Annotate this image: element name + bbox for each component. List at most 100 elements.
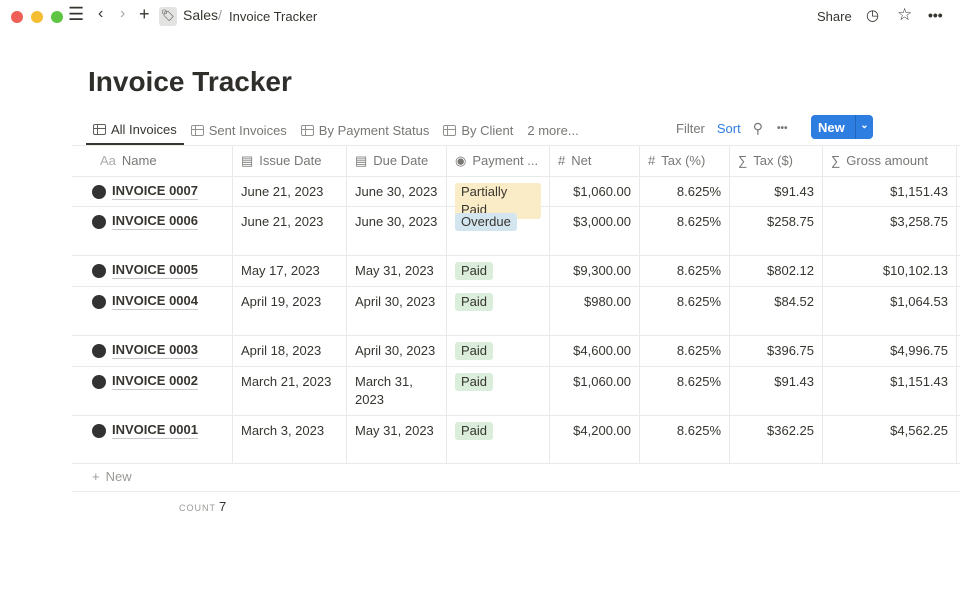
column-header-issue-date[interactable]: ▤ Issue Date	[233, 146, 347, 176]
add-icon[interactable]: +	[139, 4, 150, 24]
forward-icon[interactable]: ›	[120, 5, 126, 22]
tax-percent-cell[interactable]: 8.625%	[640, 367, 730, 415]
name-cell[interactable]: INVOICE 0004	[72, 287, 233, 335]
maximize-window-button[interactable]	[51, 11, 63, 23]
table-row[interactable]: INVOICE 0001 March 3, 2023 May 31, 2023 …	[72, 416, 960, 464]
sort-button[interactable]: Sort	[716, 120, 741, 136]
tax-percent-cell[interactable]: 8.625%	[640, 416, 730, 463]
tax-percent-cell[interactable]: 8.625%	[640, 256, 730, 286]
table-row[interactable]: INVOICE 0002 March 21, 2023 March 31, 20…	[72, 367, 960, 416]
search-icon[interactable]: ⚲	[752, 119, 763, 136]
add-row-button[interactable]: + New	[72, 462, 960, 492]
tax-amount-cell[interactable]: $802.12	[730, 256, 823, 286]
net-cell[interactable]: $9,300.00	[550, 256, 640, 286]
tax-percent-cell[interactable]: 8.625%	[640, 336, 730, 366]
issue-date-cell[interactable]: May 17, 2023	[233, 256, 347, 286]
gross-amount-cell[interactable]: $1,064.53	[823, 287, 957, 335]
back-icon[interactable]: ‹	[98, 5, 104, 22]
more-tabs-button[interactable]: 2 more...	[527, 123, 579, 138]
net-cell[interactable]: $1,060.00	[550, 177, 640, 206]
invoice-name-link[interactable]: INVOICE 0003	[112, 342, 198, 359]
column-header-tax-percent[interactable]: # Tax (%)	[640, 146, 730, 176]
issue-date-cell[interactable]: April 18, 2023	[233, 336, 347, 366]
column-header-payment[interactable]: ◉ Payment ...	[447, 146, 550, 176]
issue-date-cell[interactable]: June 21, 2023	[233, 207, 347, 255]
payment-status-cell[interactable]: Paid	[447, 336, 550, 366]
gross-amount-cell[interactable]: $4,996.75	[823, 336, 957, 366]
column-header-gross[interactable]: ∑ Gross amount	[823, 146, 957, 176]
net-cell[interactable]: $3,000.00	[550, 207, 640, 255]
tab-sent-invoices[interactable]: Sent Invoices	[184, 116, 294, 145]
gross-amount-cell[interactable]: $10,102.13	[823, 256, 957, 286]
tab-all-invoices[interactable]: All Invoices	[86, 116, 184, 145]
due-date-cell[interactable]: May 31, 2023	[347, 256, 447, 286]
table-row[interactable]: INVOICE 0003 April 18, 2023 April 30, 20…	[72, 336, 960, 367]
column-header-name[interactable]: Aa Name	[72, 146, 233, 176]
gross-amount-cell[interactable]: $4,562.25	[823, 416, 957, 463]
net-cell[interactable]: $4,200.00	[550, 416, 640, 463]
table-row[interactable]: INVOICE 0004 April 19, 2023 April 30, 20…	[72, 287, 960, 336]
column-header-due-date[interactable]: ▤ Due Date	[347, 146, 447, 176]
tax-amount-cell[interactable]: $258.75	[730, 207, 823, 255]
invoice-name-link[interactable]: INVOICE 0004	[112, 293, 198, 310]
tab-by-client[interactable]: By Client	[436, 116, 520, 145]
minimize-window-button[interactable]	[31, 11, 43, 23]
name-cell[interactable]: INVOICE 0006	[72, 207, 233, 255]
due-date-cell[interactable]: April 30, 2023	[347, 336, 447, 366]
more-icon[interactable]: •••	[928, 7, 943, 23]
name-cell[interactable]: INVOICE 0005	[72, 256, 233, 286]
name-cell[interactable]: INVOICE 0003	[72, 336, 233, 366]
issue-date-cell[interactable]: March 3, 2023	[233, 416, 347, 463]
column-header-net[interactable]: # Net	[550, 146, 640, 176]
invoice-name-link[interactable]: INVOICE 0007	[112, 183, 198, 200]
tab-by-payment-status[interactable]: By Payment Status	[294, 116, 437, 145]
payment-status-cell[interactable]: Paid	[447, 367, 550, 415]
invoice-name-link[interactable]: INVOICE 0001	[112, 422, 198, 439]
tax-amount-cell[interactable]: $91.43	[730, 177, 823, 206]
tax-percent-cell[interactable]: 8.625%	[640, 287, 730, 335]
column-header-tax-amount[interactable]: ∑ Tax ($)	[730, 146, 823, 176]
close-window-button[interactable]	[11, 11, 23, 23]
due-date-cell[interactable]: June 30, 2023	[347, 207, 447, 255]
tax-percent-cell[interactable]: 8.625%	[640, 207, 730, 255]
invoice-name-link[interactable]: INVOICE 0005	[112, 262, 198, 279]
issue-date-cell[interactable]: June 21, 2023	[233, 177, 347, 206]
table-row[interactable]: INVOICE 0006 June 21, 2023 June 30, 2023…	[72, 207, 960, 256]
gross-amount-cell[interactable]: $1,151.43	[823, 367, 957, 415]
due-date-cell[interactable]: March 31, 2023	[347, 367, 447, 415]
invoice-name-link[interactable]: INVOICE 0006	[112, 213, 198, 230]
table-row[interactable]: INVOICE 0005 May 17, 2023 May 31, 2023 P…	[72, 256, 960, 287]
tax-amount-cell[interactable]: $84.52	[730, 287, 823, 335]
menu-icon[interactable]: ☰	[68, 4, 85, 24]
table-row[interactable]: INVOICE 0007 June 21, 2023 June 30, 2023…	[72, 177, 960, 219]
breadcrumb-parent[interactable]: Sales	[183, 7, 219, 23]
tax-amount-cell[interactable]: $91.43	[730, 367, 823, 415]
payment-status-cell[interactable]: Paid	[447, 416, 550, 463]
breadcrumb-current[interactable]: Invoice Tracker	[229, 9, 318, 24]
invoice-name-link[interactable]: INVOICE 0002	[112, 373, 198, 390]
due-date-cell[interactable]: May 31, 2023	[347, 416, 447, 463]
issue-date-cell[interactable]: March 21, 2023	[233, 367, 347, 415]
net-cell[interactable]: $4,600.00	[550, 336, 640, 366]
gross-amount-cell[interactable]: $3,258.75	[823, 207, 957, 255]
name-cell[interactable]: INVOICE 0001	[72, 416, 233, 463]
tax-amount-cell[interactable]: $396.75	[730, 336, 823, 366]
history-icon[interactable]: ◷	[866, 7, 880, 24]
tax-percent-cell[interactable]: 8.625%	[640, 177, 730, 206]
payment-status-cell[interactable]: Partially Paid	[447, 177, 550, 219]
due-date-cell[interactable]: April 30, 2023	[347, 287, 447, 335]
name-cell[interactable]: INVOICE 0007	[72, 177, 233, 206]
gross-amount-cell[interactable]: $1,151.43	[823, 177, 957, 206]
filter-button[interactable]: Filter	[676, 120, 705, 136]
net-cell[interactable]: $980.00	[550, 287, 640, 335]
payment-status-cell[interactable]: Paid	[447, 256, 550, 286]
more-options-icon[interactable]: •••	[777, 122, 788, 134]
due-date-cell[interactable]: June 30, 2023	[347, 177, 447, 206]
issue-date-cell[interactable]: April 19, 2023	[233, 287, 347, 335]
name-cell[interactable]: INVOICE 0002	[72, 367, 233, 415]
new-button[interactable]: New ⌄	[811, 115, 873, 139]
net-cell[interactable]: $1,060.00	[550, 367, 640, 415]
payment-status-cell[interactable]: Paid	[447, 287, 550, 335]
payment-status-cell[interactable]: Overdue	[447, 207, 550, 255]
share-button[interactable]: Share	[817, 9, 852, 24]
